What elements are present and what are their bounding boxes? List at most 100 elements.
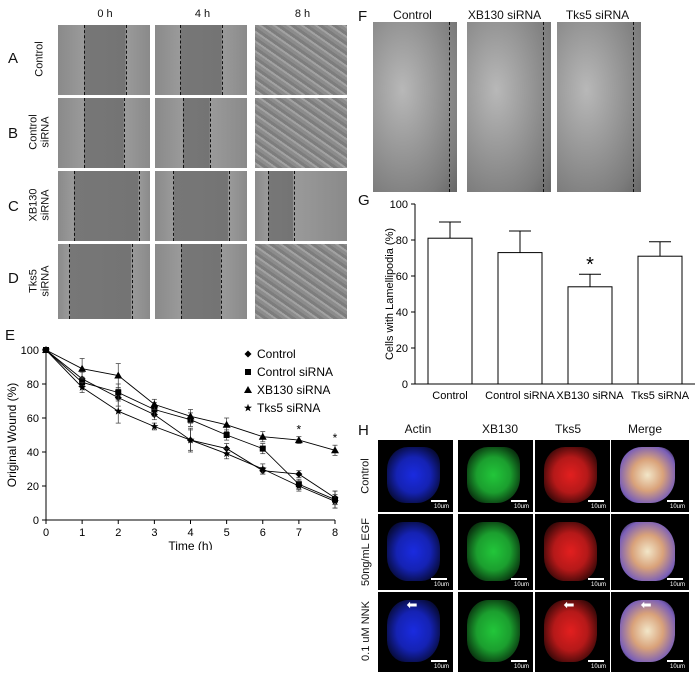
data-point [115,389,122,396]
data-point [150,400,159,408]
fluorescence-egf-actin: 10um [378,514,453,590]
fluorescence-control-tks5: 10um [535,440,610,512]
x-tick-label: 0 [43,527,49,539]
fluorescence-egf-tks5: 10um [535,514,610,590]
wound-image-control-sirna-4h [155,98,247,168]
legend-label: Control [257,347,296,361]
fluorescence-nnk-actin: 10um ⬅ [378,592,453,672]
wound-image-control-0h [58,25,150,95]
scale-bar-label: 10um [513,664,529,670]
x-tick-label: 8 [332,527,338,539]
row-label-control-sirna: Control siRNA [28,114,52,150]
y-tick-label: 60 [396,271,408,283]
h-row-nnk: 0.1 uM NNK [360,601,373,661]
significance-star: * [297,423,302,437]
category-label: XB130 siRNA [556,390,624,402]
panel-letter-h: H [358,422,369,439]
row-label-xb130-sirna: XB130 siRNA [28,188,52,222]
x-tick-label: 3 [151,527,157,539]
wound-image-xb130-sirna-8h [255,171,347,241]
fluorescence-egf-merge: 10um [611,514,689,590]
panel-letter-d: D [8,270,19,287]
y-tick-label: 60 [27,413,39,425]
fluorescence-control-merge: 10um [611,440,689,512]
wound-image-control-sirna-0h [58,98,150,168]
y-tick-label: 20 [27,481,39,493]
x-tick-label: 1 [79,527,85,539]
scale-bar [667,500,683,502]
data-point [223,432,230,438]
data-point [186,435,195,444]
scale-bar [667,578,683,580]
scale-bar-label: 10um [590,664,606,670]
fluorescence-egf-xb130: 10um [458,514,533,590]
y-tick-label: 40 [396,307,408,319]
scale-bar [588,578,604,580]
data-point [258,464,267,473]
data-point [331,446,339,454]
x-axis-label: Time (h) [168,539,212,550]
h-column-xb130: XB130 [481,422,519,436]
f-column-tks5: Tks5 siRNA [565,8,630,22]
scale-bar-label: 10um [433,582,449,588]
fluorescence-control-actin: 10um [378,440,453,512]
y-axis-label: Cells with Lamellipodia (%) [384,228,396,360]
y-tick-label: 40 [27,447,39,459]
fluorescence-nnk-xb130: 10um [458,592,533,672]
data-point [331,497,339,505]
panel-letter-a: A [8,50,19,67]
scale-bar [431,500,447,502]
scale-bar [511,660,527,662]
category-label: Control siRNA [485,390,555,402]
f-column-control: Control [393,8,432,22]
x-tick-label: 6 [260,527,266,539]
scale-bar [431,578,447,580]
y-tick-label: 100 [390,199,408,211]
panel-letter-e: E [5,327,16,344]
arrow-icon: ⬅ [406,597,418,613]
panel-letter-b: B [8,125,19,142]
y-tick-label: 80 [27,379,39,391]
h-column-merge: Merge [627,422,662,436]
panel-letter-c: C [8,198,19,215]
column-header-8h: 8 h [294,8,311,20]
legend-marker [244,386,252,393]
arrow-icon: ⬅ [563,597,575,613]
scale-bar-label: 10um [669,664,685,670]
scale-bar [511,500,527,502]
row-label-control: Control [34,41,46,77]
wound-image-xb130-sirna-4h [155,171,247,241]
f-column-xb130: XB130 siRNA [467,8,542,22]
data-point [114,407,123,415]
data-point [258,432,267,440]
fluorescence-nnk-merge: 10um ⬅ [611,592,689,672]
legend-label: XB130 siRNA [257,383,330,397]
wound-image-tks5-sirna-8h [255,244,347,319]
wound-image-control-sirna-8h [255,98,347,168]
scale-bar [588,500,604,502]
legend-marker [244,403,252,412]
panel-letter-g: G [358,192,370,209]
data-point [222,420,231,428]
scale-bar [431,660,447,662]
scale-bar-label: 10um [669,504,685,510]
wound-closure-line-chart: 0 20 40 60 80 100 0 1 2 3 4 5 6 7 8 Time (h) Original Wo… [5,345,339,550]
scale-bar [667,660,683,662]
scale-bar [511,578,527,580]
x-tick-label: 4 [187,527,193,539]
scale-bar-label: 10um [590,504,606,510]
lamellipodia-image-xb130-sirna [467,22,551,192]
data-point [42,345,50,354]
bar [497,252,543,385]
bar [427,237,473,385]
y-tick-label: 0 [402,379,408,391]
data-point [222,449,231,458]
scale-bar-label: 10um [433,664,449,670]
data-point [114,371,123,379]
bar [637,255,683,385]
data-point [150,422,159,430]
scale-bar [588,660,604,662]
y-tick-label: 20 [396,343,408,355]
scale-bar-label: 10um [669,582,685,588]
lamellipodia-image-tks5-sirna [557,22,641,192]
